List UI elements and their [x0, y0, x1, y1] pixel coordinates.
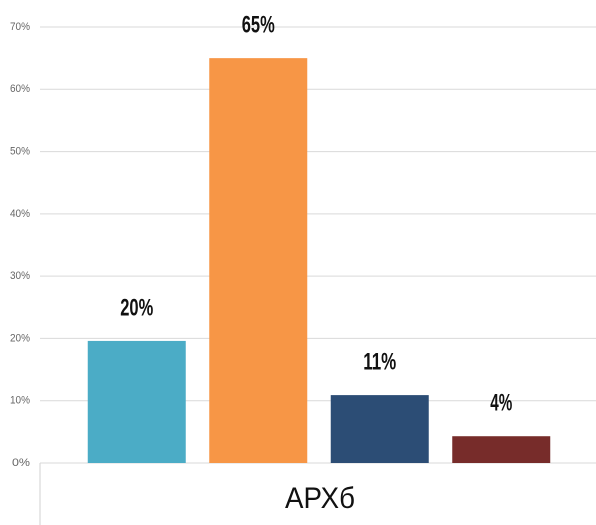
bar: [209, 58, 308, 464]
y-tick-label: 0%: [12, 457, 30, 469]
y-tick-label: 50%: [10, 145, 30, 157]
bar: [330, 395, 429, 463]
bar: [87, 340, 186, 463]
data-label: 20%: [120, 294, 153, 321]
y-tick-label: 10%: [10, 395, 30, 407]
y-tick-label: 30%: [10, 270, 30, 282]
y-tick-label: 20%: [10, 332, 30, 344]
data-label: 4%: [490, 390, 512, 417]
data-label: 65%: [242, 11, 275, 38]
y-tick-label: 70%: [10, 21, 30, 33]
bar: [452, 436, 551, 463]
y-tick-label: 40%: [10, 208, 30, 220]
data-label: 11%: [363, 348, 396, 375]
y-tick-label: 60%: [10, 83, 30, 95]
x-axis-label: АРХб: [285, 482, 355, 515]
